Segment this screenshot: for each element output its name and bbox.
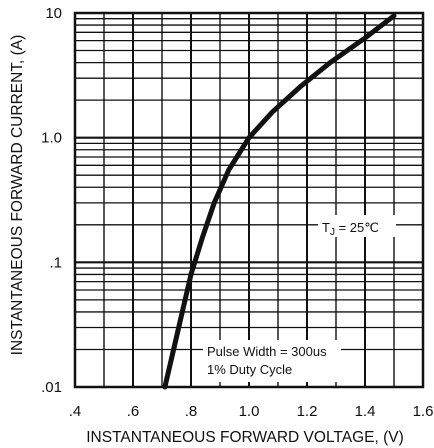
x-tick-label: 1.2 — [297, 403, 318, 420]
x-tick-labels: .4 .6 .8 1.0 1.2 1.4 1.6 — [69, 403, 434, 420]
x-tick-label: .4 — [69, 403, 82, 420]
x-tick-label: 1.6 — [413, 403, 434, 420]
x-tick-label: 1.4 — [355, 403, 376, 420]
tj-annotation: TJ = 25℃ — [318, 215, 396, 238]
x-tick-label: .6 — [127, 403, 140, 420]
y-tick-label: .1 — [49, 254, 62, 271]
y-tick-labels: .01 .1 1.0 10 — [41, 5, 62, 396]
y-tick-label: .01 — [41, 379, 62, 396]
tj-value: = 25 — [335, 220, 364, 235]
forward-current-curve — [162, 13, 397, 390]
pulse-width-label: Pulse Width = 300us — [207, 344, 327, 359]
y-tick-label: 10 — [45, 5, 62, 22]
duty-cycle-label: 1% Duty Cycle — [207, 362, 292, 377]
grid-lines — [75, 13, 423, 387]
x-axis-title: INSTANTANEOUS FORWARD VOLTAGE, (V) — [86, 429, 404, 446]
tj-unit: ℃ — [364, 220, 379, 235]
x-tick-label: 1.0 — [239, 403, 260, 420]
svg-text:TJ = 25℃: TJ = 25℃ — [322, 220, 379, 238]
y-axis-title: INSTANTANEOUS FORWARD CURRENT, (A) — [9, 35, 26, 356]
tj-symbol: T — [322, 220, 330, 235]
tj-subscript: J — [330, 227, 335, 238]
y-tick-label: 1.0 — [41, 130, 62, 147]
pulse-annotation: Pulse Width = 300us 1% Duty Cycle — [203, 340, 341, 382]
plot-border — [73, 11, 425, 389]
x-tick-label: .8 — [185, 403, 198, 420]
